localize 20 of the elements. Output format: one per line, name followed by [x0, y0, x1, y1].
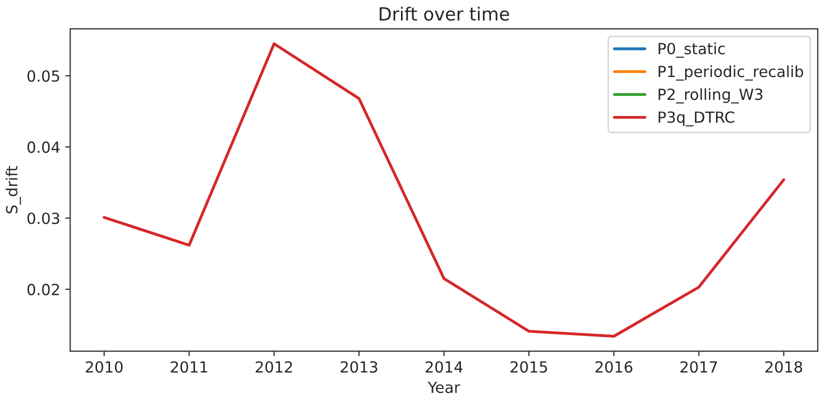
x-tick-label: 2012: [256, 361, 292, 373]
x-tick-label: 2014: [426, 361, 463, 373]
legend-label: P2_rolling_W3: [658, 88, 762, 104]
y-tick-label: 0.02: [27, 284, 59, 296]
y-tick-label: 0.04: [27, 141, 60, 153]
x-tick-label: 2013: [340, 361, 378, 373]
x-axis-title: Year: [428, 382, 460, 394]
x-tick-label: 2010: [86, 361, 123, 373]
y-tick-label: 0.05: [27, 70, 60, 82]
x-tick-label: 2017: [680, 361, 717, 373]
x-tick-label: 2015: [510, 361, 548, 373]
legend-label: P0_static: [658, 42, 725, 58]
legend-label: P1_periodic_recalib: [658, 65, 804, 81]
legend-label: P3q_DTRC: [658, 111, 734, 126]
x-tick-label: 2011: [170, 361, 208, 373]
y-axis-title: S_drift: [6, 166, 21, 214]
y-tick-label: 0.03: [27, 212, 60, 224]
chart-title: Drift over time: [380, 6, 510, 21]
x-tick-label: 2018: [765, 361, 802, 373]
x-tick-label: 2016: [596, 361, 632, 373]
